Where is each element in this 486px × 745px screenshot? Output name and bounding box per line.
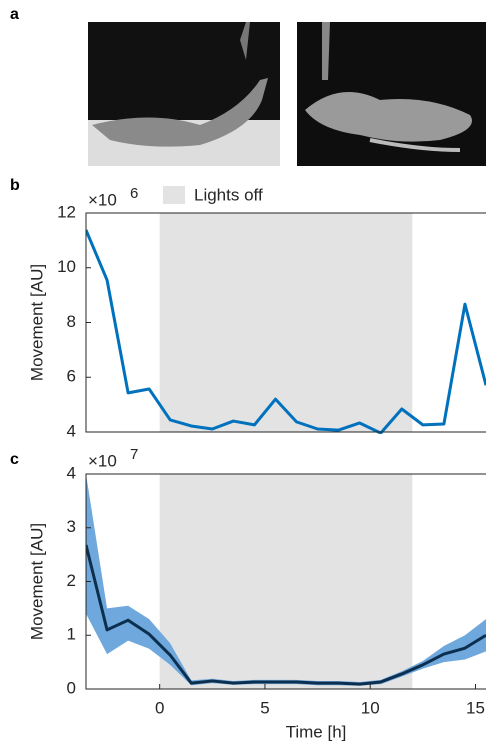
x-tick-label: 0: [155, 698, 164, 717]
legend-swatch: [163, 186, 185, 204]
y-scale-exponent: 7: [130, 446, 138, 463]
y-tick-label: 4: [67, 463, 76, 482]
panel-label: a: [10, 6, 19, 23]
y-tick-label: 1: [67, 625, 76, 644]
y-tick-label: 3: [67, 517, 76, 536]
x-tick-label: 5: [260, 698, 269, 717]
x-tick-label: 15: [466, 698, 485, 717]
y-scale-exponent: 6: [130, 185, 138, 202]
plot-area: [86, 474, 486, 689]
y-axis-label: Movement [AU]: [27, 264, 46, 381]
line: [86, 229, 486, 434]
y-tick-label: 8: [67, 312, 76, 331]
lights-off-region: [159, 474, 413, 689]
y-tick-label: 0: [67, 678, 76, 697]
photo-right: [297, 22, 486, 166]
y-scale-label: ×10: [88, 451, 117, 470]
y-tick-label: 12: [57, 202, 76, 221]
y-axis-label: Movement [AU]: [27, 523, 46, 640]
y-scale-label: ×10: [88, 190, 117, 209]
photo-left: [88, 22, 280, 166]
y-tick-label: 2: [67, 571, 76, 590]
legend-label: Lights off: [194, 185, 263, 204]
y-tick-label: 4: [67, 421, 76, 440]
x-tick-label: 10: [361, 698, 380, 717]
x-axis-label: Time [h]: [286, 722, 347, 741]
y-tick-label: 6: [67, 367, 76, 386]
panel-label: b: [10, 177, 20, 194]
panel-label: c: [10, 451, 19, 468]
lights-off-region: [159, 213, 413, 432]
line: [86, 544, 486, 686]
y-tick-label: 10: [57, 257, 76, 276]
plot-area: [86, 213, 486, 434]
